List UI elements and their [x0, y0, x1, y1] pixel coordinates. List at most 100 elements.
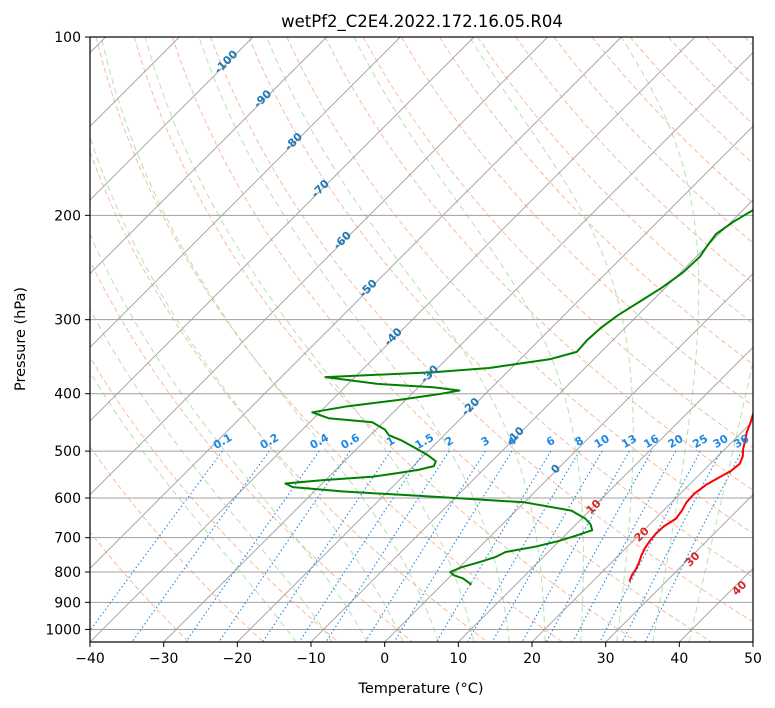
moist-adiabat-line [144, 37, 475, 642]
moist-adiabat-line [620, 37, 700, 642]
mixing-ratio-line [521, 450, 630, 642]
moist-adiabat-label: 30 [683, 549, 703, 569]
x-tick-label: −30 [149, 651, 179, 667]
plot-frame [89, 36, 754, 643]
mixing-ratio-label: 30 [711, 432, 731, 451]
moist-adiabat-line [469, 37, 634, 642]
x-axis-title: Temperature (°C) [357, 681, 483, 697]
moist-adiabat-line [90, 308, 333, 642]
dry-adiabat-line [248, 37, 753, 578]
dry-adiabat-line [90, 150, 488, 642]
dry-adiabat-label: -40 [382, 325, 405, 348]
mixing-ratio-line [262, 450, 392, 642]
mixing-ratio-label: 8 [573, 434, 586, 449]
x-tick-label: 40 [670, 651, 688, 667]
y-tick-label: 200 [54, 208, 81, 224]
mixing-ratio-label: 13 [619, 432, 639, 451]
y-axis-title: Pressure (hPa) [13, 287, 29, 391]
mixing-ratio-line [185, 450, 320, 642]
dry-adiabat-line [210, 37, 753, 623]
dry-adiabat-line [362, 37, 753, 449]
moist-adiabat-line [688, 358, 753, 642]
y-tick-label: 300 [54, 313, 81, 329]
dry-adiabat-label: -100 [212, 47, 241, 76]
isotherm-line [90, 37, 696, 642]
mixing-ratio-line [644, 450, 743, 642]
dry-adiabat-line [324, 37, 753, 491]
moist-adiabat-line [266, 37, 546, 642]
moist-adiabat-label: 40 [729, 578, 749, 598]
mixing-ratio-label: 25 [690, 432, 710, 451]
y-tick-label: 100 [54, 30, 81, 46]
mixing-ratio-line [572, 450, 677, 642]
mixing-ratio-label: 6 [544, 434, 557, 449]
dry-adiabat-line [90, 531, 190, 642]
dry-adiabat-line [438, 37, 753, 366]
mixing-ratio-line [90, 450, 223, 632]
dry-adiabat-label: -70 [309, 177, 332, 200]
y-tick-label: 400 [54, 387, 81, 403]
mixing-ratio-label: 16 [641, 432, 661, 451]
isotherm-line [90, 37, 622, 569]
y-tick-label: 700 [54, 531, 81, 547]
y-tick-label: 500 [54, 444, 81, 460]
dry-adiabat-line [90, 356, 339, 642]
isotherm-line [90, 37, 548, 496]
x-tick-label: 20 [523, 651, 541, 667]
dewpoint-profile-line [284, 208, 753, 586]
y-tick-label: 600 [54, 491, 81, 507]
dry-adiabat-line [591, 37, 753, 204]
dry-adiabat-line [171, 37, 712, 642]
x-tick-label: 10 [449, 651, 467, 667]
y-tick-label: 900 [54, 595, 81, 611]
dry-adiabat-label: -50 [357, 276, 380, 299]
dry-adiabat-line [706, 37, 753, 86]
moist-adiabat-line [90, 370, 297, 642]
mixing-ratio-label: 0.2 [258, 431, 281, 452]
mixing-ratio-line [325, 450, 450, 642]
dry-adiabat-line [90, 259, 414, 642]
dry-adiabat-label: -60 [331, 229, 354, 252]
dry-adiabat-line [286, 37, 753, 534]
isotherm-line [90, 37, 475, 422]
chart-title: wetPf2_C2E4.2022.172.16.05.R04 [281, 12, 563, 32]
mixing-ratio-line [218, 450, 351, 642]
mixing-ratio-label: 0.1 [211, 431, 234, 452]
dry-adiabat-line [133, 37, 638, 642]
isotherm-line [310, 199, 753, 642]
x-tick-label: −20 [223, 651, 253, 667]
x-tick-label: 0 [380, 651, 389, 667]
mixing-ratio-line [393, 450, 513, 642]
mixing-ratio-line [621, 450, 722, 642]
dry-adiabat-line [744, 37, 753, 47]
isotherm-line [90, 37, 327, 275]
y-tick-label: 1000 [45, 622, 81, 638]
dry-adiabat-label: -80 [282, 130, 305, 153]
isotherm-line [237, 125, 753, 642]
isotherm-line [90, 37, 401, 348]
mixing-ratio-label: 2 [443, 434, 456, 449]
dry-adiabat-line [515, 37, 753, 284]
isotherm-line [531, 420, 753, 642]
dry-adiabat-label: -30 [418, 362, 441, 385]
mixing-ratio-label: 3 [479, 434, 492, 449]
x-tick-label: 30 [597, 651, 615, 667]
dry-adiabat-line [477, 37, 753, 325]
dry-adiabat-line [90, 445, 264, 642]
dry-adiabat-label: -20 [459, 395, 482, 418]
moist-adiabat-line [90, 135, 404, 642]
moist-adiabat-line [90, 232, 369, 642]
mixing-ratio-line [599, 450, 701, 642]
moist-adiabat-line [353, 37, 584, 642]
isotherm-line [605, 494, 753, 642]
mixing-ratio-label: 0.6 [338, 431, 362, 452]
y-tick-label: 800 [54, 565, 81, 581]
dry-adiabat-line [95, 37, 563, 642]
x-tick-label: −10 [296, 651, 326, 667]
dry-adiabat-line [400, 37, 753, 407]
x-tick-label: −40 [75, 651, 105, 667]
x-tick-label: 50 [744, 651, 762, 667]
moist-adiabat-line [198, 37, 510, 642]
mixing-ratio-label: 1 [384, 434, 397, 449]
